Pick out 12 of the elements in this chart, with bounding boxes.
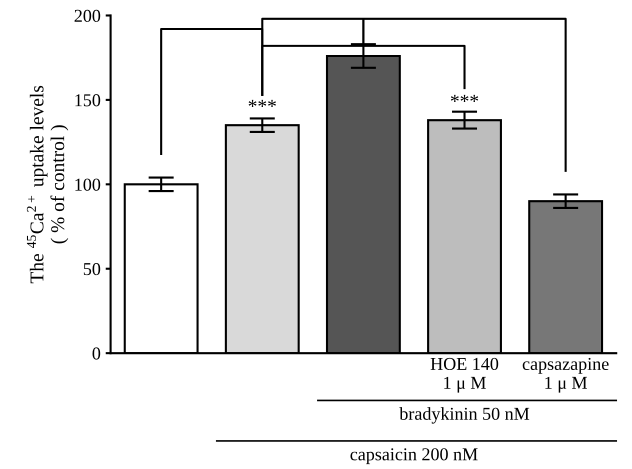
text: capsaicin 200 nM — [350, 448, 478, 464]
y-tick-label: 150 — [75, 94, 100, 106]
annotation: *** — [248, 100, 276, 108]
y-tick-label: 200 — [74, 10, 100, 22]
y-tick-label: 50 — [84, 262, 100, 276]
y-tick-label: 0 — [92, 347, 100, 360]
text: bradykinin 50 nM — [399, 407, 530, 424]
x-tick-label: HOE 140 1 μ M — [430, 358, 498, 393]
y-axis-title: The $^{45}$Ca$^{2+}$ uptake levels ( % of control ) — [26, 86, 68, 284]
x-tick-label: capsazapine 1 μ M — [522, 358, 609, 393]
annotation: *** — [450, 94, 478, 102]
y-tick-label: 100 — [75, 178, 100, 191]
